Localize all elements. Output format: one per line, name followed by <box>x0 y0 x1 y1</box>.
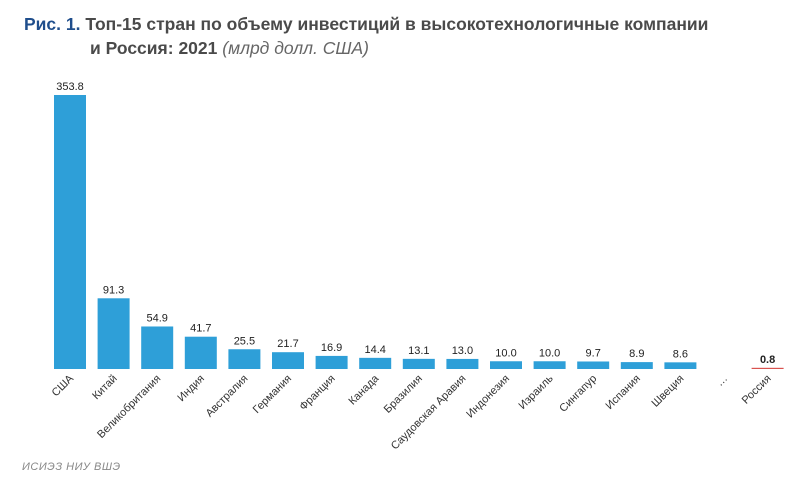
data-label: 14.4 <box>364 344 385 356</box>
data-label: 10.0 <box>539 347 560 359</box>
x-tick-label: Израиль <box>516 372 555 411</box>
data-label: 9.7 <box>586 347 601 359</box>
data-label: 13.1 <box>408 345 429 357</box>
bar <box>402 358 435 369</box>
bar <box>751 367 784 369</box>
bar <box>664 362 697 369</box>
bar <box>184 336 217 369</box>
x-tick-label: Саудовская Аравия <box>389 373 469 453</box>
bar <box>141 326 174 369</box>
x-tick-label: Канада <box>346 372 381 407</box>
data-label: 8.9 <box>629 348 644 360</box>
title-line2: и Россия: 2021 <box>90 38 218 58</box>
x-tick-label: Индия <box>175 373 206 404</box>
x-tick-label: Франция <box>297 373 337 413</box>
bar <box>54 95 86 369</box>
bar <box>359 357 392 369</box>
chart-title: Рис. 1. Топ-15 стран по объему инвестици… <box>24 12 708 60</box>
x-tick-label: США <box>50 372 77 399</box>
data-label: 8.6 <box>673 348 688 360</box>
title-line1: Топ-15 стран по объему инвестиций в высо… <box>85 14 709 34</box>
title-unit: (млрд долл. США) <box>222 38 369 58</box>
x-tick-label: … <box>714 373 730 389</box>
bar <box>577 361 610 369</box>
bar <box>315 355 348 369</box>
x-tick-label: Германия <box>251 373 294 416</box>
bar <box>97 298 130 369</box>
figure-number: Рис. 1. <box>24 14 81 34</box>
bar <box>533 361 566 369</box>
x-tick-label: Испания <box>604 373 643 412</box>
data-label: 0.8 <box>760 354 775 366</box>
bar <box>446 358 479 369</box>
x-tick-label: Австралия <box>204 373 251 420</box>
x-tick-label: Индонезия <box>464 373 512 421</box>
bar <box>272 352 304 369</box>
x-tick-label: Бразилия <box>382 373 425 416</box>
x-tick-label: Россия <box>740 373 774 407</box>
data-label: 353.8 <box>56 81 84 93</box>
x-tick-label: Китай <box>90 373 120 403</box>
data-label: 54.9 <box>146 312 167 324</box>
data-label: 21.7 <box>277 338 298 350</box>
data-label: 16.9 <box>321 342 342 354</box>
source-note: ИСИЭЗ НИУ ВШЭ <box>22 461 121 473</box>
data-label: 25.5 <box>234 335 255 347</box>
data-label: 41.7 <box>190 323 211 335</box>
data-label: 10.0 <box>495 347 516 359</box>
x-tick-label: Швеция <box>650 373 687 410</box>
bar <box>490 361 522 369</box>
data-label: 91.3 <box>103 284 124 296</box>
bar <box>228 349 261 369</box>
data-label: 13.0 <box>452 345 473 357</box>
bar <box>620 362 653 369</box>
x-tick-label: Сингапур <box>557 373 599 415</box>
